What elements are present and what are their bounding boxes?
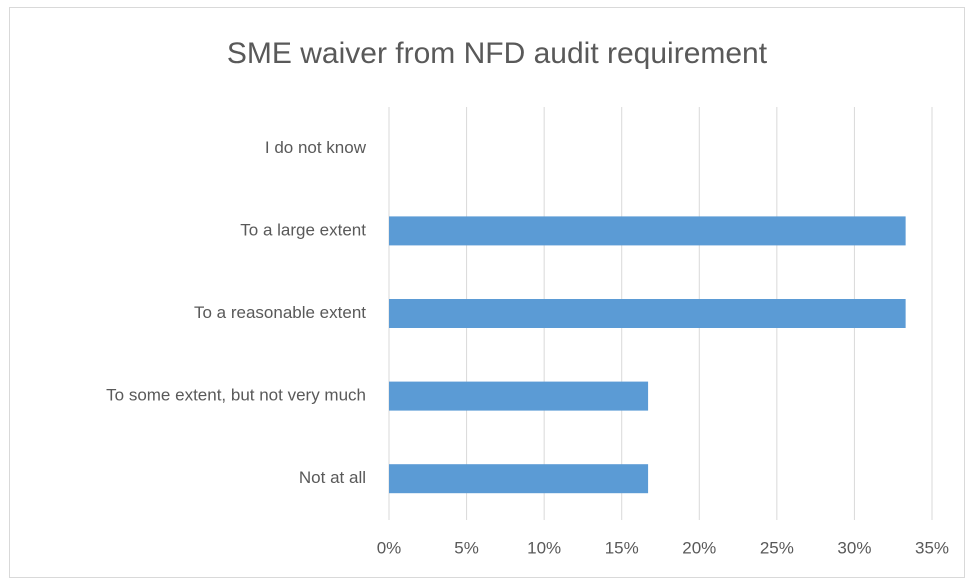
x-tick-label: 30% <box>837 538 871 557</box>
x-tick-label: 20% <box>682 538 716 557</box>
chart-title: SME waiver from NFD audit requirement <box>227 37 768 70</box>
y-tick-label: Not at all <box>299 468 366 487</box>
bar <box>389 299 906 328</box>
y-tick-label: To a large extent <box>240 220 366 239</box>
x-tick-label: 0% <box>377 538 402 557</box>
bar <box>389 216 906 246</box>
y-tick-label: I do not know <box>265 138 367 157</box>
x-tick-label: 35% <box>915 538 949 557</box>
bar <box>389 381 649 411</box>
x-tick-label: 5% <box>454 538 479 557</box>
y-tick-label: To some extent, but not very much <box>106 386 366 405</box>
bar <box>389 464 649 494</box>
x-tick-label: 15% <box>605 538 639 557</box>
x-tick-label: 25% <box>760 538 794 557</box>
y-tick-label: To a reasonable extent <box>194 303 366 322</box>
x-tick-label: 10% <box>527 538 561 557</box>
